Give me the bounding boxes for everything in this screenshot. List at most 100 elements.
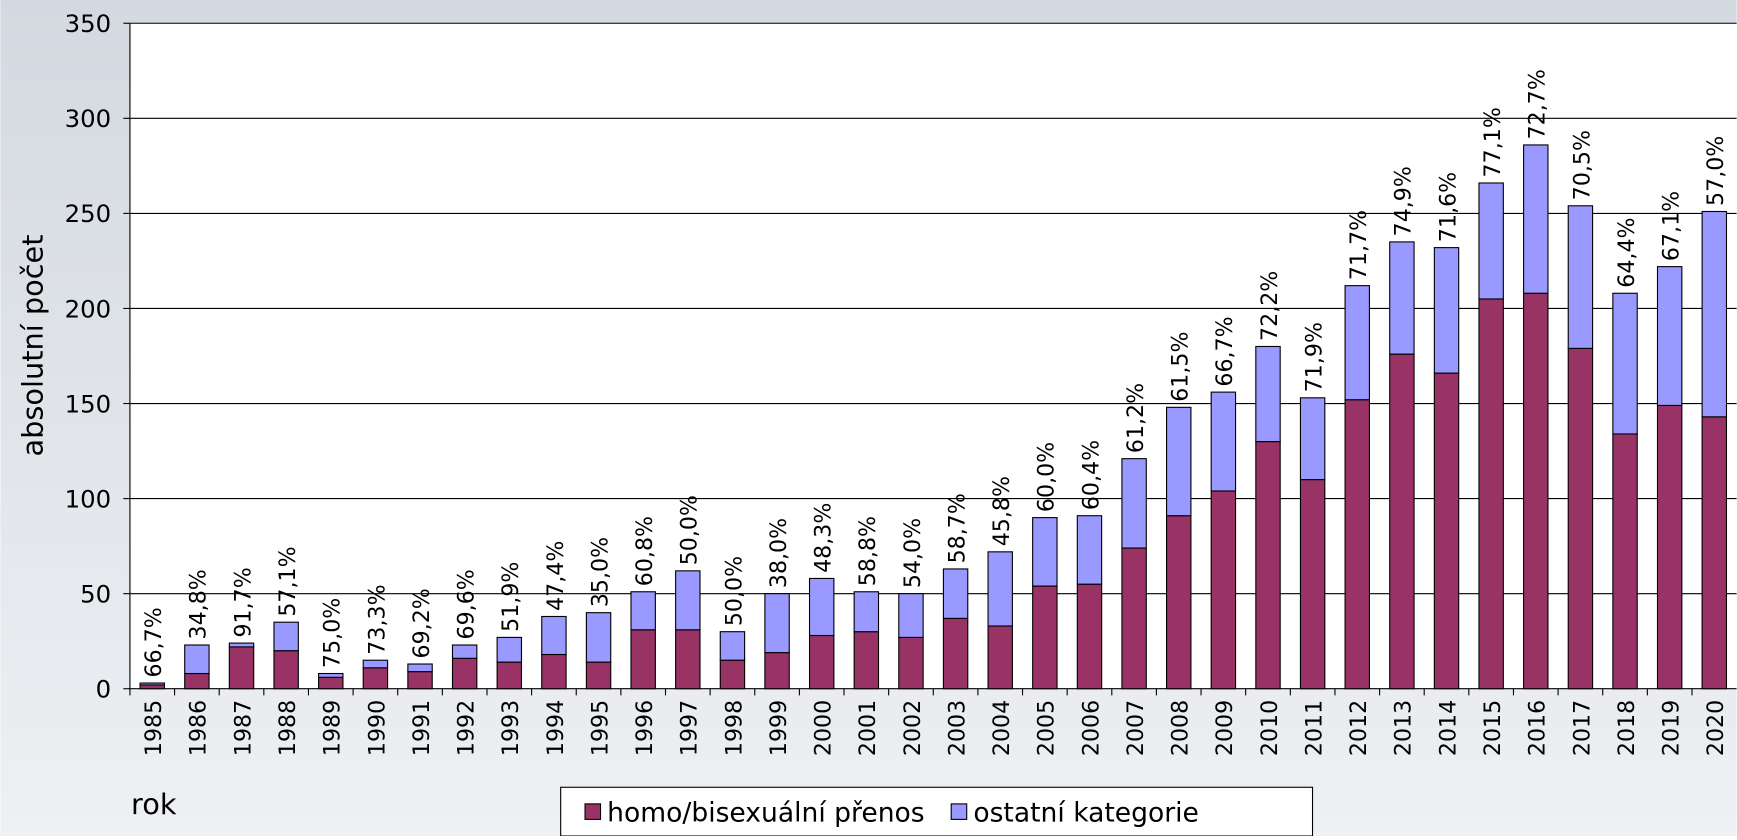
bar-segment — [1121, 547, 1147, 690]
bar-segment — [1433, 372, 1460, 690]
x-tick-label: 2010 — [1257, 700, 1283, 756]
x-tick-label: 2015 — [1480, 700, 1506, 756]
x-tick-label: 1992 — [454, 700, 480, 756]
percent-label: 57,1% — [275, 546, 301, 616]
percent-label: 77,1% — [1480, 107, 1506, 177]
bar-segment — [228, 646, 255, 690]
bar-segment — [1656, 404, 1683, 690]
bar-segment — [451, 644, 478, 659]
bar-segment — [184, 644, 210, 675]
percent-label: 72,2% — [1257, 271, 1283, 341]
bar-segment — [407, 663, 433, 673]
percent-label: 75,0% — [320, 598, 346, 668]
bar-segment — [1612, 433, 1638, 690]
bar-segment — [898, 593, 924, 638]
bar-segment — [1032, 585, 1058, 690]
bar-segment — [1567, 205, 1594, 349]
percent-label: 71,7% — [1346, 210, 1372, 280]
bar-segment — [362, 659, 389, 669]
bar-segment — [184, 672, 210, 690]
bar-segment — [1389, 241, 1415, 355]
x-tick-label: 1993 — [498, 700, 524, 756]
y-tick-label: 350 — [65, 9, 112, 38]
x-tick-label: 2016 — [1525, 700, 1551, 756]
bar-segment — [1210, 391, 1237, 492]
y-tick-label: 250 — [65, 199, 112, 228]
bar-segment — [719, 631, 746, 661]
percent-label: 66,7% — [141, 607, 167, 677]
x-tick-label: 2004 — [989, 700, 1015, 756]
bar-segment — [942, 568, 969, 619]
bar-segment — [1299, 397, 1326, 481]
percent-label: 50,0% — [677, 495, 703, 565]
bar-segment — [764, 652, 790, 690]
x-tick-label: 2003 — [944, 700, 970, 756]
percent-label: 58,8% — [855, 516, 881, 586]
bar-segment — [764, 593, 790, 654]
x-tick-label: 2020 — [1703, 700, 1729, 756]
x-tick-label: 2012 — [1346, 700, 1372, 756]
percent-label: 61,5% — [1168, 331, 1194, 401]
percent-label: 60,8% — [632, 516, 658, 586]
percent-label: 50,0% — [721, 556, 747, 626]
bar-segment — [675, 629, 701, 690]
percent-label: 70,5% — [1569, 130, 1595, 200]
bar-segment — [362, 667, 389, 690]
bar-segment — [407, 671, 433, 690]
bar-segment — [318, 676, 344, 690]
percent-label: 71,6% — [1435, 172, 1461, 242]
percent-label: 74,9% — [1391, 166, 1417, 236]
x-tick-label: 1987 — [230, 700, 256, 756]
legend-label: homo/bisexuální přenos — [607, 798, 924, 829]
bar-segment — [1567, 347, 1594, 690]
x-tick-label: 2018 — [1614, 700, 1640, 756]
y-tick-label: 50 — [80, 580, 111, 609]
percent-label: 34,8% — [186, 569, 212, 639]
percent-label: 38,0% — [766, 518, 792, 588]
bar-segment — [853, 591, 880, 633]
y-tick-label: 150 — [65, 389, 112, 418]
bar-segment — [273, 650, 299, 690]
bar-segment — [1478, 182, 1504, 300]
x-tick-label: 1998 — [721, 700, 747, 756]
bar-segment — [1523, 144, 1549, 294]
bar-segment — [273, 621, 299, 652]
bar-segment — [496, 661, 523, 690]
x-tick-label: 2006 — [1078, 700, 1104, 756]
percent-label: 47,4% — [543, 541, 569, 611]
percent-label: 60,4% — [1078, 440, 1104, 510]
x-tick-label: 2005 — [1034, 700, 1060, 756]
x-tick-label: 2008 — [1168, 700, 1194, 756]
x-tick-label: 2001 — [855, 700, 881, 756]
plot-area — [129, 23, 1737, 689]
percent-label: 64,4% — [1614, 217, 1640, 287]
legend-swatch — [950, 803, 968, 820]
x-tick-label: 2013 — [1391, 700, 1417, 756]
bar-segment — [987, 551, 1013, 627]
bar-segment — [541, 615, 567, 656]
bar-segment — [585, 661, 612, 690]
bar-segment — [1389, 353, 1415, 690]
y-tick-label: 200 — [65, 294, 112, 323]
percent-label: 69,6% — [454, 569, 480, 639]
percent-label: 57,0% — [1703, 136, 1729, 206]
percent-label: 60,0% — [1034, 442, 1060, 512]
bar-segment — [139, 682, 165, 686]
percent-label: 69,2% — [409, 588, 435, 658]
x-tick-label: 1997 — [677, 700, 703, 756]
x-tick-label: 1989 — [320, 700, 346, 756]
x-tick-label: 2007 — [1123, 700, 1149, 756]
bar-segment — [1344, 399, 1370, 690]
bar-segment — [719, 659, 746, 690]
bar-segment — [541, 653, 567, 690]
percent-label: 67,1% — [1659, 191, 1685, 261]
y-tick-label: 0 — [96, 675, 112, 704]
bar-segment — [1523, 292, 1549, 690]
bar-segment — [585, 612, 612, 663]
x-axis-label: rok — [131, 787, 177, 821]
bar-segment — [1255, 440, 1281, 690]
x-tick-label: 2009 — [1212, 700, 1238, 756]
x-tick-label: 1994 — [543, 700, 569, 756]
x-tick-label: 1990 — [364, 700, 390, 756]
x-tick-label: 1999 — [766, 700, 792, 756]
